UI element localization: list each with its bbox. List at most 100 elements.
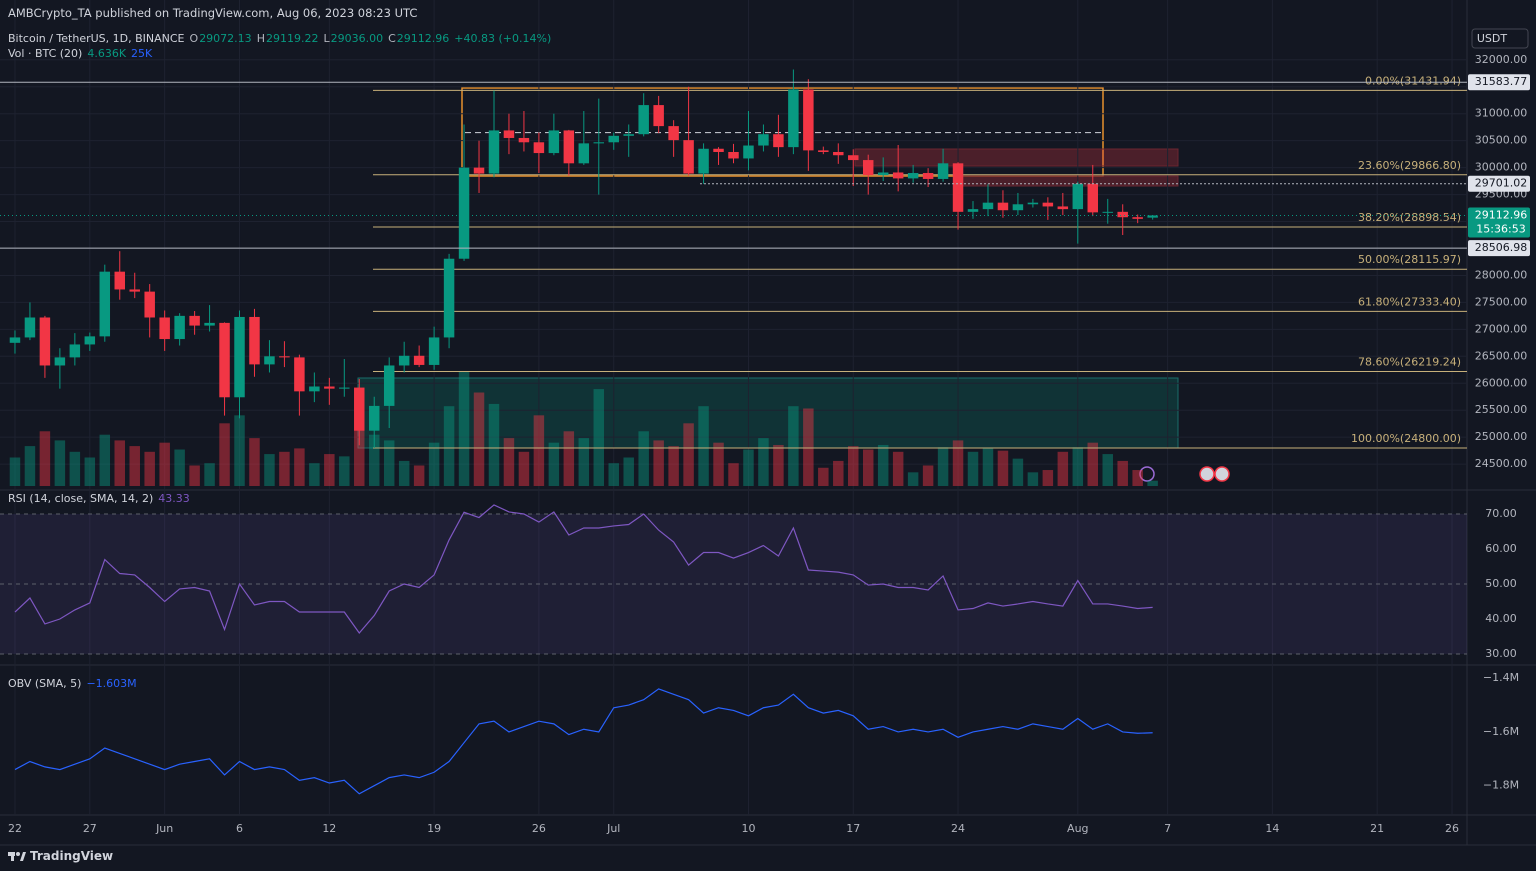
candle-body [1027, 202, 1039, 205]
candle-body [623, 134, 634, 136]
volume-bar [877, 444, 889, 486]
volume-bar [458, 372, 470, 486]
volume-bar [683, 423, 694, 486]
candle-body [548, 130, 560, 154]
candle-body [668, 126, 679, 141]
volume-bar [907, 472, 919, 486]
volume-bar [279, 451, 290, 486]
volume-bar [848, 446, 859, 486]
volume-bar [249, 438, 260, 486]
y-tick-label: 30.00 [1485, 647, 1517, 660]
volume-bar [967, 451, 979, 486]
x-tick-label: 7 [1164, 822, 1171, 835]
candle-body [129, 289, 140, 292]
fib-label: 78.60%(26219.24) [1358, 355, 1461, 368]
candle-body [698, 148, 709, 174]
price-label: 28506.98 [1475, 241, 1528, 254]
candle-body [833, 151, 844, 156]
volume-bar [1057, 451, 1069, 486]
candle-body [788, 89, 799, 148]
event-icon[interactable] [1139, 466, 1155, 482]
volume-bar [728, 463, 739, 486]
volume-bar [952, 440, 964, 486]
y-tick-label: 30000.00 [1475, 161, 1528, 174]
volume-bar [1102, 454, 1113, 486]
x-tick-label: 26 [1445, 822, 1459, 835]
volume-bar [773, 444, 784, 486]
candle-body [563, 130, 575, 164]
candle-body [54, 357, 66, 366]
volume-bar [69, 451, 81, 486]
y-tick-label: 60.00 [1485, 542, 1517, 555]
candle-body [443, 258, 455, 338]
obv-legend: OBV (SMA, 5) −1.603M [8, 677, 137, 690]
candle-body [99, 271, 111, 337]
y-tick-label: −1.4M [1483, 671, 1519, 684]
ohlc-value: 29036.00 [330, 32, 384, 45]
x-tick-label: 27 [83, 822, 97, 835]
candle-body [518, 137, 530, 143]
volume-bar [368, 434, 380, 486]
volume-bar [758, 438, 769, 486]
volume-bar [713, 442, 724, 486]
event-icon[interactable] [1199, 466, 1215, 482]
x-tick-label: 19 [427, 822, 441, 835]
candle-body [428, 337, 440, 365]
y-tick-label: 40.00 [1485, 612, 1517, 625]
x-tick-label: Jun [155, 822, 173, 835]
countdown: 15:36:53 [1476, 222, 1525, 235]
candle-body [413, 355, 425, 365]
volume-bar [937, 447, 949, 486]
logo [8, 852, 26, 861]
event-icon[interactable] [1214, 466, 1230, 482]
candle-body [1087, 183, 1099, 213]
volume-bar [354, 429, 365, 486]
x-tick-label: 12 [322, 822, 336, 835]
candle-body [937, 163, 949, 179]
candle-body [114, 271, 125, 290]
volume-bar [668, 446, 679, 486]
y-tick-label: 28000.00 [1475, 268, 1528, 281]
x-tick-label: 21 [1370, 822, 1384, 835]
ohlc-value: 29119.22 [265, 32, 319, 45]
volume-bar [473, 392, 485, 486]
candle-body [728, 151, 739, 159]
y-tick-label: 31000.00 [1475, 107, 1528, 120]
volume-bar [533, 415, 545, 486]
x-tick-label: 24 [951, 822, 965, 835]
candle-body [683, 140, 694, 174]
candle-body [354, 387, 365, 431]
candle-body [69, 344, 81, 358]
candle-body [264, 356, 275, 365]
fib-label: 100.00%(24800.00) [1351, 432, 1461, 445]
volume-bar [339, 456, 350, 486]
candle-body [24, 317, 36, 338]
volume-title: Vol · BTC (20) [8, 47, 83, 60]
candle-body [9, 337, 21, 343]
volume-bar [638, 431, 649, 486]
volume-bar [54, 440, 66, 486]
range-box [461, 87, 1104, 177]
volume-bar [159, 442, 170, 486]
candle-body [309, 386, 320, 392]
candle-body [189, 315, 200, 326]
rsi-band [0, 514, 1467, 655]
ohlc-value: 29112.96 [396, 32, 450, 45]
volume-bar [997, 450, 1009, 486]
candle-body [593, 142, 605, 144]
volume-bar [788, 406, 799, 486]
currency-box[interactable] [1471, 28, 1529, 49]
volume-bar [9, 457, 21, 486]
candle-body [458, 167, 470, 259]
volume-bar [892, 451, 904, 486]
y-tick-label: −1.8M [1483, 779, 1519, 792]
x-tick-label: 22 [8, 822, 22, 835]
volume-bar [129, 446, 140, 486]
candle-body [383, 365, 395, 406]
price-label: 31583.77 [1475, 75, 1528, 88]
price-label-box [1468, 74, 1530, 91]
volume-bar [443, 406, 455, 486]
candle-body [398, 355, 410, 366]
price-legend: Bitcoin / TetherUS, 1D, BINANCE O 29072.1… [8, 32, 551, 45]
